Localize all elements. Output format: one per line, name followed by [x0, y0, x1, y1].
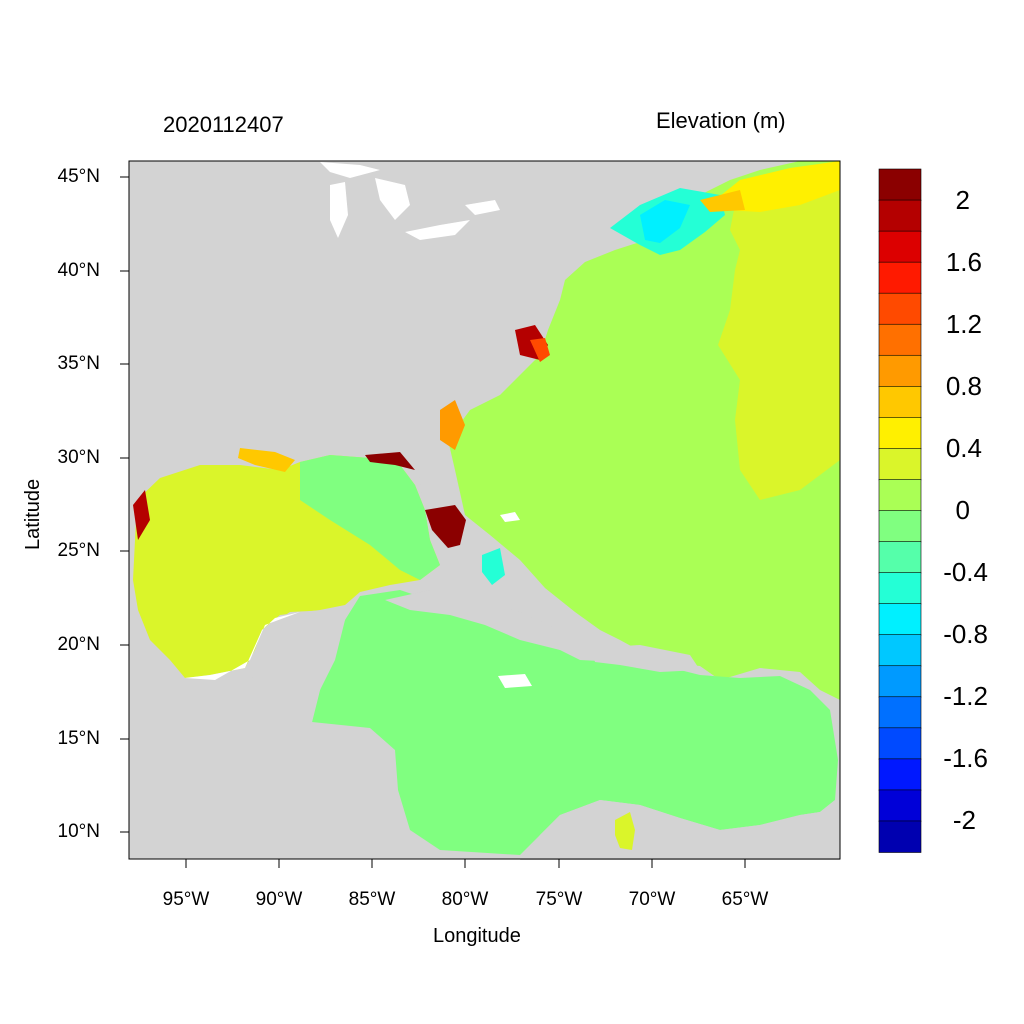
texas-surge [133, 490, 150, 540]
lake-huron [375, 178, 410, 220]
atlantic-high-band [715, 161, 840, 212]
carolina-surge-orange [530, 338, 550, 362]
lake-erie [405, 220, 470, 240]
south-florida-surge [425, 505, 466, 548]
colorbar-swatch [878, 323, 922, 357]
colorbar-swatch [878, 261, 922, 294]
colorbar-label: 0.4 [945, 433, 982, 463]
colorbar-swatch [878, 541, 922, 574]
y-tick-label: 30°N [57, 447, 100, 468]
colorbar-swatch [878, 696, 922, 729]
bahamas-negative [482, 548, 505, 585]
nova-scotia-positive [700, 190, 745, 212]
mexico-gulf-coast-white [185, 612, 300, 680]
caribbean-sea [312, 590, 838, 855]
y-tick-label: 25°N [57, 540, 100, 561]
yucatan [245, 610, 345, 722]
gulf-coast-surge [238, 448, 295, 472]
colorbar-swatch [878, 168, 922, 201]
colorbar-swatch [878, 292, 922, 326]
cuba [385, 590, 580, 650]
georgia-surge [440, 400, 465, 450]
x-tick-label: 95°W [162, 889, 210, 910]
jamaica [498, 674, 532, 688]
gulf-eastern-zero [300, 455, 440, 580]
colorbar-swatch [878, 727, 922, 760]
y-tick-label: 10°N [57, 821, 100, 842]
lake-michigan [330, 182, 348, 238]
colorbar-swatch [878, 354, 922, 388]
y-axis-ticks [120, 176, 129, 833]
colorbar-swatch [878, 479, 922, 512]
map-frame [128, 160, 841, 860]
colorbar-swatch [878, 417, 922, 450]
colorbar-swatch [878, 230, 922, 263]
variable-label: Elevation (m) [656, 108, 786, 133]
colorbar-label: 1.6 [945, 247, 982, 277]
y-tick-label: 35°N [57, 353, 100, 374]
colorbar-swatch [878, 448, 922, 481]
lake-maracaibo [615, 812, 635, 850]
colorbar-swatch [878, 572, 922, 605]
gulf-of-maine-deep-negative [640, 200, 690, 243]
lake-ontario [465, 200, 500, 215]
colorbar-swatch [878, 758, 922, 791]
lake-superior [320, 162, 380, 178]
colorbar-label: 0 [955, 495, 970, 525]
x-axis-label: Longitude [433, 925, 521, 947]
colorbar-swatch [878, 820, 922, 853]
south-america [520, 800, 840, 860]
x-tick-label: 70°W [628, 889, 676, 910]
colorbar-swatch [878, 603, 922, 636]
colorbar-label: -1.6 [943, 743, 988, 773]
atlantic-positive-anomaly [718, 161, 840, 500]
colorbar-label: 0.8 [945, 371, 982, 401]
y-tick-label: 15°N [57, 728, 100, 749]
map-plot-area [128, 160, 841, 860]
y-tick-label: 45°N [57, 166, 100, 187]
y-axis-label: Latitude [22, 478, 44, 550]
colorbar-swatch [878, 386, 922, 419]
x-tick-label: 80°W [441, 889, 489, 910]
big-bend-surge [365, 452, 415, 470]
colorbar-swatch [878, 634, 922, 667]
y-tick-label: 20°N [57, 634, 100, 655]
colorbar-label: 2 [955, 185, 970, 215]
colorbar-label: -0.8 [943, 619, 988, 649]
bahamas-island [500, 512, 520, 522]
colorbar [878, 168, 922, 853]
hispaniola [590, 645, 700, 672]
x-tick-label: 75°W [535, 889, 583, 910]
y-tick-label: 40°N [57, 260, 100, 281]
colorbar-label: -2 [952, 805, 976, 835]
x-axis-ticks [185, 859, 746, 868]
colorbar-label: -0.4 [943, 557, 988, 587]
colorbar-swatch [878, 665, 922, 698]
colorbar-label: -1.2 [943, 681, 988, 711]
x-tick-label: 85°W [348, 889, 396, 910]
colorbar-label: 1.2 [945, 309, 982, 339]
timestamp-label: 2020112407 [163, 112, 284, 137]
x-tick-label: 65°W [721, 889, 769, 910]
x-tick-label: 90°W [255, 889, 303, 910]
colorbar-swatch [878, 199, 922, 232]
